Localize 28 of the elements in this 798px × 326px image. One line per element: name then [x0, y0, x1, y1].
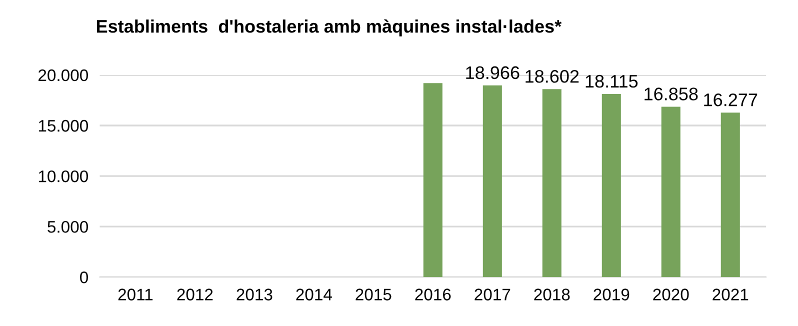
bar	[720, 112, 740, 278]
bar	[661, 106, 680, 278]
x-tick-label: 2020	[653, 288, 689, 300]
bar	[423, 83, 442, 278]
chart-title: Establiments d'hostaleria amb màquines instal·lades*	[96, 19, 562, 36]
y-tick-label: 20.000	[38, 69, 88, 82]
y-tick-label: 0	[80, 272, 88, 284]
x-tick-label: 2011	[118, 288, 153, 300]
x-tick-label: 2017	[474, 288, 510, 300]
x-tick-label: 2013	[236, 288, 272, 300]
data-label: 18.602	[526, 70, 579, 83]
x-tick-label: 2021	[712, 288, 748, 300]
bar	[602, 94, 621, 278]
x-tick-label: 2016	[415, 288, 451, 300]
data-label: 18.966	[466, 66, 520, 80]
y-tick-label: 15.000	[38, 120, 88, 132]
data-label: 18.115	[586, 74, 638, 88]
y-tick-label: 5.000	[48, 220, 88, 233]
x-tick-label: 2019	[594, 288, 630, 300]
x-tick-label: 2015	[356, 288, 392, 300]
x-tick-label: 2012	[177, 288, 213, 300]
data-label: 16.277	[704, 93, 758, 106]
bar	[542, 89, 562, 278]
data-label: 16.858	[644, 88, 698, 100]
bar	[482, 85, 502, 278]
y-tick-label: 10.000	[38, 170, 88, 182]
x-tick-label: 2018	[534, 288, 570, 300]
x-tick-label: 2014	[296, 288, 332, 300]
